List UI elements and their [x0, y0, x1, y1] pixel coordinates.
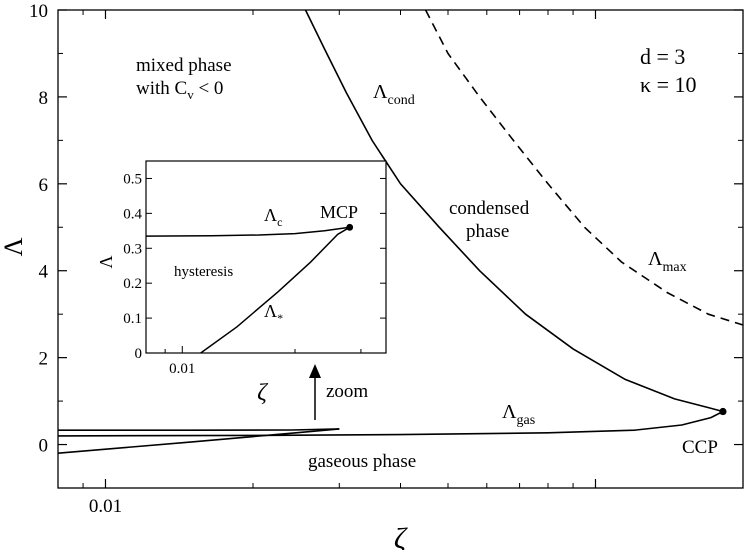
main-ticks: 0 2 4 6 8 10 0.01 [29, 1, 743, 517]
inset-y-tick-label: 0.2 [123, 276, 142, 292]
y-tick-label: 2 [39, 349, 49, 370]
lambda-gas-symbol: Λ [502, 401, 517, 423]
inset-plot: 00.10.20.30.40.50.01 ζ Λ Λc Λ* MCP hyste… [96, 160, 387, 406]
lambda-star-sub: * [277, 311, 283, 325]
lambda-gas-sub: gas [517, 413, 536, 428]
series-line-1 [57, 410, 724, 437]
series-line-4 [57, 428, 340, 454]
y-tick-label: 6 [39, 175, 49, 196]
x-tick-label: 0.01 [89, 496, 122, 517]
hysteresis-label: hysteresis [174, 264, 233, 280]
series-line-3 [58, 428, 340, 431]
inset-y-tick-label: 0.1 [123, 311, 142, 327]
mixed-phase-cv-tail: < 0 [194, 78, 224, 99]
inset-series-line-0 [145, 226, 350, 237]
lambda-max-symbol: Λ [648, 248, 663, 270]
inset-y-tick-label: 0.5 [123, 171, 142, 187]
lambda-cond-symbol: Λ [373, 81, 388, 103]
lambda-cond-sub: cond [388, 93, 415, 108]
lambda-c-sub: c [277, 215, 282, 229]
y-axis-label: Λ [0, 237, 28, 256]
series-line-2 [424, 9, 744, 326]
inset-x-axis-label: ζ [257, 380, 269, 406]
inset-ticks: 0 0.1 0.2 0.3 0.4 0.5 0.01 [123, 171, 386, 377]
y-tick-label: 10 [29, 1, 48, 22]
zoom-arrow-head [309, 364, 321, 378]
mcp-point [346, 223, 354, 231]
zoom-label: zoom [326, 381, 368, 402]
lambda-cond-label: Λcond [373, 81, 415, 108]
y-tick-label: 8 [39, 88, 49, 109]
inset-y-tick-label: 0 [135, 346, 143, 362]
inset-y-tick-label: 0.3 [123, 241, 142, 257]
critical-point-0 [719, 407, 727, 416]
lambda-star-symbol: Λ [264, 301, 277, 321]
inset-x-tick-label: 0.01 [169, 361, 195, 377]
series-line-0 [304, 9, 724, 413]
mixed-phase-label-line2: with Cv < 0 [136, 78, 223, 102]
mixed-phase-label-line1: mixed phase [136, 55, 232, 76]
param-kappa: κ = 10 [640, 72, 697, 97]
lambda-c-label: Λc [264, 205, 282, 229]
inset-y-axis-label: Λ [96, 255, 116, 268]
x-axis-label: ζ [394, 522, 408, 550]
condensed-phase-label-line1: condensed [449, 198, 530, 219]
condensed-phase-label-line2: phase [466, 221, 509, 242]
mixed-phase-cv: with C [136, 78, 187, 99]
lambda-c-symbol: Λ [264, 205, 277, 225]
inset-series-line-1 [200, 226, 351, 354]
lambda-max-label: Λmax [648, 248, 687, 275]
inset-y-tick-label: 0.4 [123, 206, 142, 222]
param-d: d = 3 [640, 44, 685, 69]
lambda-max-sub: max [663, 260, 687, 275]
gaseous-phase-label: gaseous phase [308, 451, 416, 472]
lambda-gas-label: Λgas [502, 401, 535, 428]
lambda-star-label: Λ* [264, 301, 283, 325]
mcp-label: MCP [320, 202, 358, 222]
mixed-phase-cv-sub: v [187, 87, 194, 102]
y-tick-label: 0 [39, 436, 49, 457]
ccp-label: CCP [682, 437, 718, 458]
inset-curves [145, 223, 354, 354]
inset-plot-frame [145, 160, 387, 354]
y-tick-label: 4 [39, 262, 49, 283]
main-curves [57, 9, 744, 454]
